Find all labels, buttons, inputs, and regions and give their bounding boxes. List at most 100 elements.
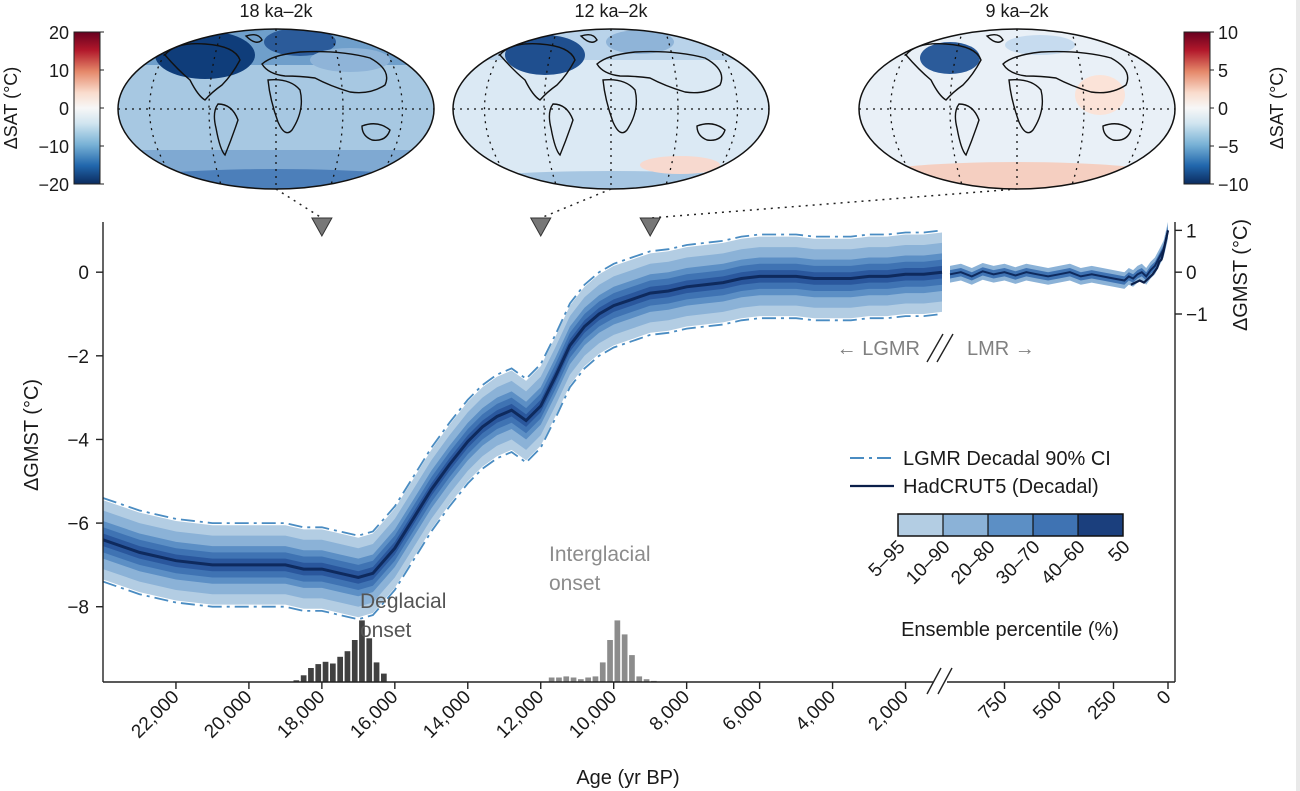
right-colorbar: 10 5 0 −5 −10 ΔSAT (°C): [1183, 23, 1287, 195]
map-12ka: 12 ka–2k: [452, 1, 770, 190]
y-tick-label: −6: [67, 514, 89, 535]
map-title: 12 ka–2k: [574, 1, 648, 21]
x-tick-label: 250: [1084, 687, 1121, 724]
map-marker-triangle: [639, 217, 662, 238]
legend: LGMR Decadal 90% CI HadCRUT5 (Decadal) 5…: [850, 448, 1135, 641]
histogram-bar: [315, 664, 322, 682]
y-axis-label-left: ΔGMST (°C): [21, 379, 43, 491]
map-title: 9 ka–2k: [985, 1, 1049, 21]
pct-label: 30–70: [992, 537, 1044, 589]
pct-swatch: [1078, 514, 1123, 536]
histogram-bar: [556, 677, 562, 682]
x-tick-label: 14,000: [419, 687, 475, 743]
pct-label: 20–80: [947, 537, 999, 589]
percentile-title: Ensemble percentile (%): [901, 619, 1119, 641]
histogram-bar: [629, 655, 635, 682]
x-tick-label: 10,000: [565, 687, 621, 743]
gmst-plot: 22,000 20,000 18,000 16,000 14,000 12,000 10,0…: [21, 217, 1252, 789]
left-cbar-tick: −20: [38, 175, 69, 195]
lmr-period-label: LMR →: [967, 338, 1035, 360]
right-cbar-tick: 5: [1218, 61, 1228, 81]
map-marker-triangle: [311, 217, 333, 238]
x-tick-label: 0: [1153, 687, 1175, 709]
y-axis-label-right: ΔGMST (°C): [1230, 219, 1252, 331]
left-cbar-tick: 10: [49, 61, 69, 81]
histogram-bar: [592, 676, 599, 682]
map-connectors: [275, 188, 1018, 219]
pct-swatch: [1033, 514, 1078, 536]
x-tick-label: 2,000: [865, 687, 913, 735]
x-tick-label: 18,000: [273, 687, 329, 743]
histogram-bar: [548, 677, 555, 682]
histogram-bar: [599, 662, 606, 682]
right-cbar-tick: −10: [1218, 175, 1249, 195]
period-break: [926, 333, 954, 363]
histogram-bar: [621, 634, 628, 682]
right-cbar-tick: 10: [1218, 23, 1238, 43]
pct-label: 10–90: [902, 537, 954, 589]
pct-swatch: [988, 514, 1033, 536]
x-axis-break: [926, 666, 953, 696]
lmr-median-line: [949, 230, 1169, 282]
histogram-bar: [337, 656, 343, 682]
histogram-bar: [636, 676, 643, 682]
histogram-bar: [300, 675, 307, 682]
x-tick-label: 20,000: [200, 687, 256, 743]
left-cbar-tick: −10: [38, 137, 69, 157]
map-18ka: 18 ka–2k: [117, 1, 435, 190]
lgmr-ci90-upper: [103, 229, 943, 537]
percentile-colorbar: 5–95 10–90 20–80 30–70 40–60 50: [865, 513, 1135, 589]
y-tick-label: −8: [67, 598, 89, 619]
x-tick-label: 12,000: [492, 687, 548, 743]
histogram-bar: [578, 679, 584, 682]
histogram-bar: [293, 680, 300, 682]
x-tick-label: 6,000: [719, 687, 767, 735]
histogram-bar: [643, 679, 650, 682]
map-9ka: 9 ka–2k: [858, 1, 1176, 190]
x-tick-label: 750: [975, 687, 1012, 724]
histogram-bar: [607, 640, 613, 682]
x-tick-label: 22,000: [128, 687, 184, 743]
legend-ci-label: LGMR Decadal 90% CI: [903, 448, 1111, 470]
lgmr-period-label: ← LGMR: [837, 338, 920, 360]
histogram-bar: [563, 676, 570, 682]
interglacial-label: onset: [549, 572, 601, 595]
map-marker-triangle: [529, 217, 552, 238]
lgmr-ci90-lower: [103, 313, 943, 621]
histogram-bar: [373, 662, 380, 682]
right-cbar-tick: 0: [1218, 99, 1228, 119]
histogram-bar: [614, 620, 621, 682]
y-tick-label: −2: [67, 347, 89, 368]
x-tick-label: 16,000: [346, 687, 402, 743]
pct-label: 50: [1105, 537, 1135, 567]
lmr-band-inner: [950, 226, 1168, 285]
map-title: 18 ka–2k: [239, 1, 313, 21]
histogram-bar: [351, 640, 358, 682]
left-cbar-label: ΔSAT (°C): [1, 67, 21, 150]
x-axis-label: Age (yr BP): [576, 767, 679, 789]
y-tick-label: 0: [78, 263, 89, 284]
histogram-bar: [585, 677, 591, 682]
x-tick-label: 500: [1029, 687, 1066, 724]
deglacial-label: onset: [360, 619, 412, 642]
x-tick-label: 8,000: [646, 687, 694, 735]
y-tick-label-right: 0: [1186, 263, 1197, 284]
histogram-bar: [322, 661, 329, 682]
deglacial-label: Deglacial: [360, 590, 446, 613]
window-edge: [1296, 0, 1300, 791]
pct-swatch: [943, 514, 988, 536]
pct-label: 40–60: [1037, 537, 1089, 589]
histogram-bar: [570, 677, 577, 682]
hadcrut-line: [1130, 230, 1170, 286]
lgmr-band-30-70: [103, 259, 942, 590]
y-tick-label-right: 1: [1186, 221, 1197, 242]
y-tick-label-right: −1: [1186, 305, 1208, 326]
x-tick-label: 4,000: [792, 687, 840, 735]
left-cbar-tick: 20: [49, 23, 69, 43]
histogram-bar: [366, 638, 373, 682]
legend-hadcrut-label: HadCRUT5 (Decadal): [903, 476, 1099, 498]
histogram-bar: [308, 668, 314, 682]
histogram-bar: [330, 663, 336, 682]
histogram-bar: [381, 673, 387, 682]
